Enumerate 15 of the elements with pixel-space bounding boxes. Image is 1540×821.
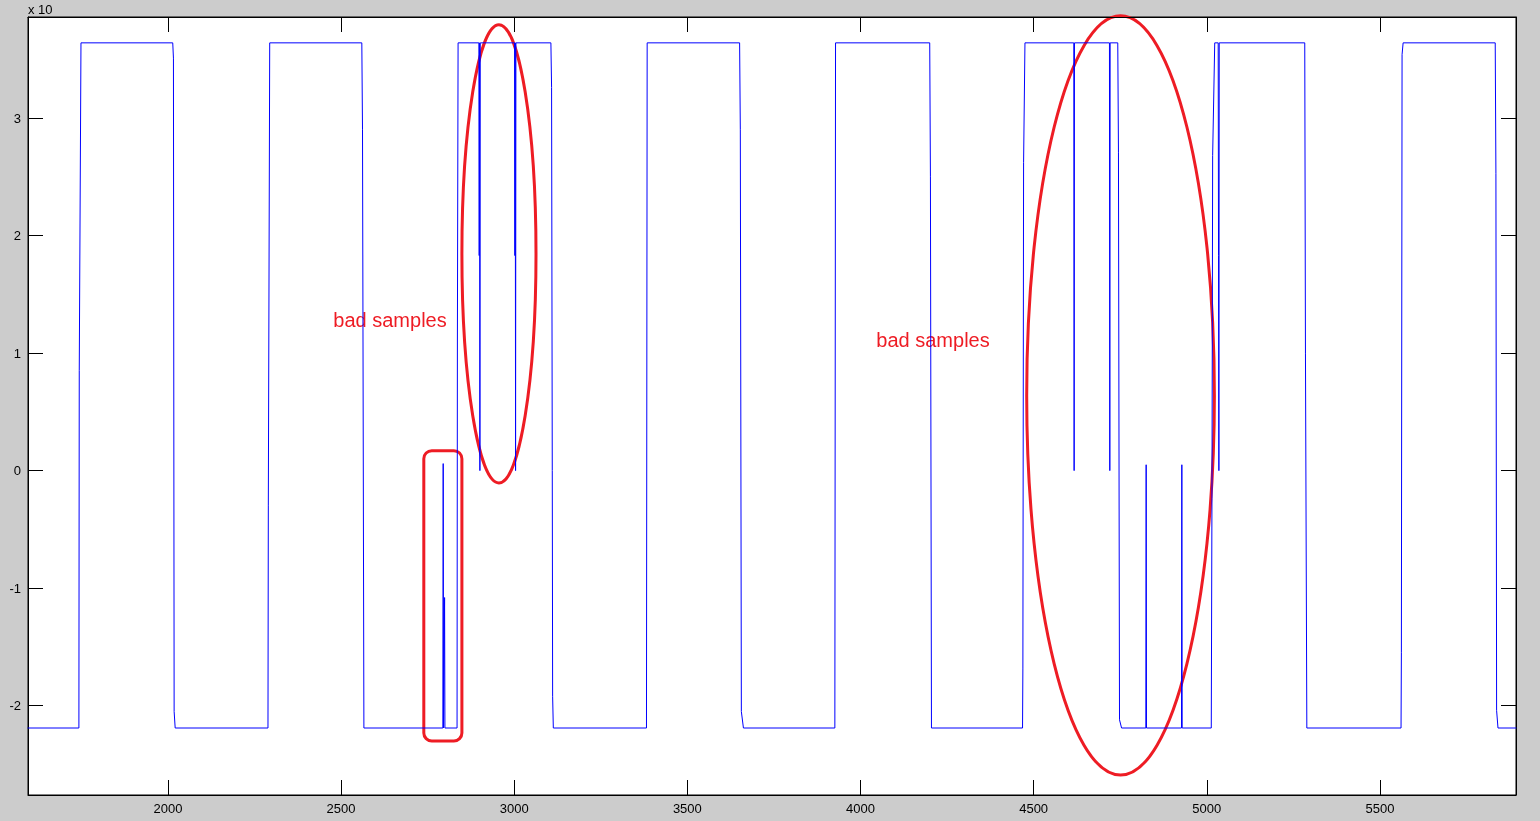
y-tick-label: 1 xyxy=(13,345,21,361)
y-tick-label: 0 xyxy=(13,463,21,479)
y-tick-label: -2 xyxy=(9,698,21,714)
x-tick-label: 4000 xyxy=(846,801,875,816)
y-tick-label: 3 xyxy=(13,110,21,126)
x-tick-label: 2500 xyxy=(326,801,356,816)
x-tick-label: 3000 xyxy=(499,801,529,816)
y-tick-label: 2 xyxy=(13,228,21,244)
x-tick-label: 4500 xyxy=(1019,801,1049,816)
text: x 10 xyxy=(28,1,53,17)
x-tick-label: 2000 xyxy=(153,801,183,816)
x-tick-label: 3500 xyxy=(672,801,702,816)
x-tick-label: 5500 xyxy=(1365,801,1395,816)
y-tick-label: -1 xyxy=(9,580,21,596)
x-tick-label: 5000 xyxy=(1192,801,1222,816)
